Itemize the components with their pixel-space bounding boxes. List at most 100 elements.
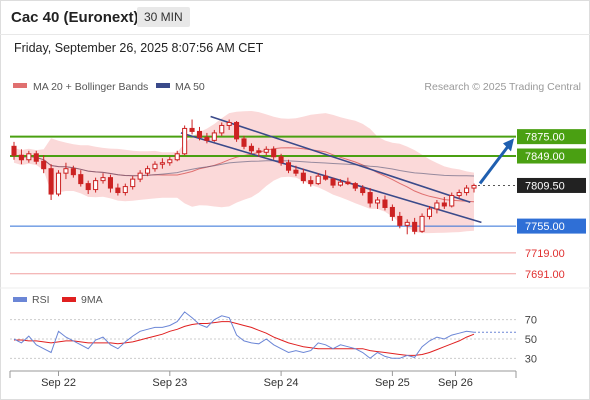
candle [196,130,203,138]
timeframe-badge[interactable]: 30 MIN [137,7,190,27]
candle [330,178,336,186]
channel-lower-line [180,132,482,224]
candle [241,138,247,147]
candle [367,192,373,204]
rsi-tick-label: 70 [525,315,537,327]
candle [211,132,217,141]
candle [234,121,240,140]
candle [26,153,32,161]
candle [248,145,254,152]
ma20-legend-swatch [13,83,27,88]
candle [11,145,17,156]
candle [397,215,403,226]
candle [412,221,418,232]
candle [278,156,284,164]
candle [100,177,106,182]
level-label: 7875.00 [525,132,565,144]
candle [308,180,314,185]
candle [375,199,381,204]
chart-title: Cac 40 (Euronext) [11,9,139,26]
rsi-legend-swatch [13,297,27,302]
candle [256,150,262,153]
rsi-line [13,311,475,359]
candle [389,206,395,217]
level-label: 7755.00 [525,221,565,233]
candle [426,208,433,217]
candle [130,178,136,188]
candle [55,172,62,195]
candle [323,175,329,180]
candle [167,159,173,164]
projection-arrowhead [503,138,514,152]
rsi-legend-label: RSI [32,294,50,306]
level-label: 7691.00 [525,269,565,281]
candle [271,148,277,158]
candle [48,168,54,195]
candle [456,192,462,197]
candle [159,162,165,165]
candle [345,181,351,185]
candle [107,177,113,189]
ma50-legend-swatch [156,83,170,88]
candle [434,202,440,210]
ma50-line [13,154,475,177]
candle [263,148,269,153]
candle [85,183,91,191]
candle [70,168,76,176]
candle [93,180,99,191]
candle [152,163,158,170]
candle [174,153,180,161]
candle [115,187,121,194]
level-tag [517,148,586,164]
candle [382,199,388,208]
credit-label: Research © 2025 Trading Central [424,81,581,93]
level-tag [517,177,586,193]
x-tick-label: Sep 22 [41,377,76,389]
candle [404,221,410,226]
projection-arrow [478,145,510,185]
candle [441,202,447,207]
channel-upper-line [210,115,471,203]
candle [78,174,84,185]
candle [33,153,39,162]
candle [419,215,425,232]
candle [226,121,232,126]
x-tick-label: Sep 26 [438,377,473,389]
level-label: 7719.00 [525,248,565,260]
candle [137,172,143,180]
candle [182,127,188,155]
header-divider [0,34,590,35]
level-tag [517,218,586,234]
candle [293,169,299,174]
rsi-tick-label: 50 [525,334,537,346]
candle [145,168,151,174]
candle [204,136,210,141]
level-label: 7849.00 [525,151,565,163]
candle [18,154,24,161]
candle [122,186,128,194]
level-label: 7809.50 [525,180,565,192]
rsi-ma-line [14,321,475,356]
ma20-legend-label: MA 20 + Bollinger Bands [33,81,148,93]
x-tick-label: Sep 24 [264,377,299,389]
candle [189,127,195,132]
timestamp: Friday, September 26, 2025 8:07:56 AM CE… [14,41,264,55]
x-tick-label: Sep 23 [152,377,187,389]
ma50-legend-label: MA 50 [175,81,205,93]
rsi-tick-label: 30 [525,353,537,365]
candle [471,184,477,189]
bollinger-band [14,111,474,234]
candle [337,181,343,186]
candle [360,187,366,194]
x-tick-label: Sep 25 [375,377,410,389]
rsi-ma-legend-swatch [62,297,76,302]
candle [352,183,358,189]
candle [315,175,321,185]
candle [464,187,470,194]
candle [300,172,306,182]
candle [285,162,292,171]
rsi-ma-legend-label: 9MA [81,294,103,306]
level-tag [517,129,586,145]
candle [449,195,455,207]
